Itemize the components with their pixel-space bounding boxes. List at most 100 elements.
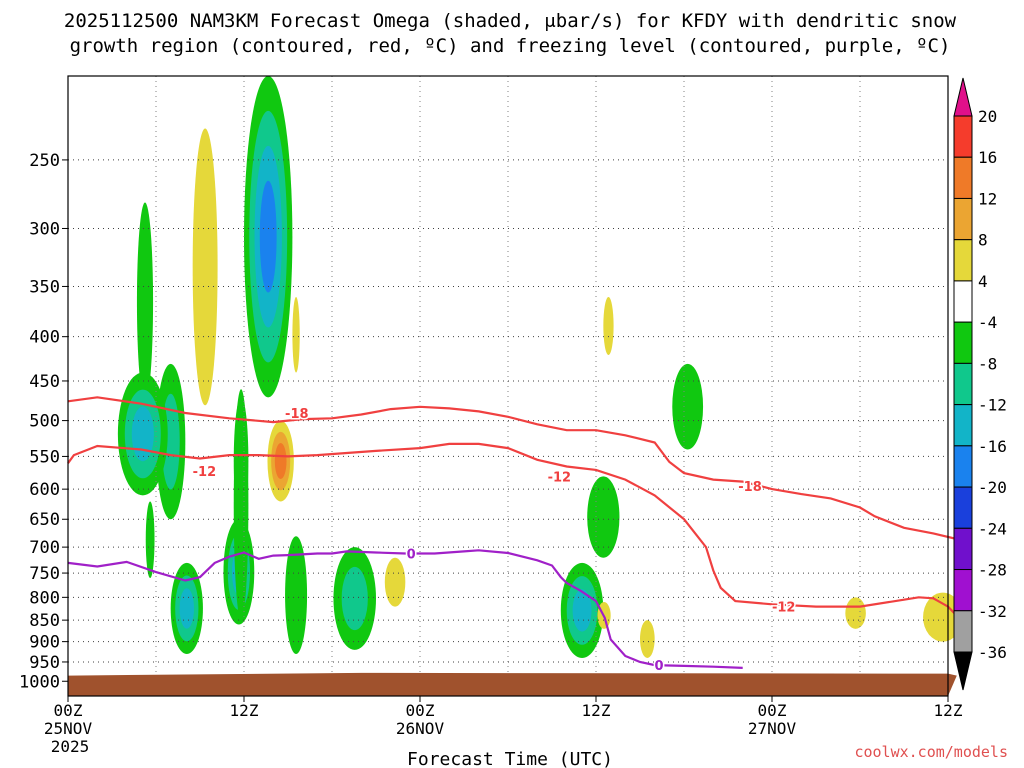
omega-shade — [233, 389, 249, 621]
colorbar-label: -20 — [978, 478, 1007, 497]
omega-shade — [292, 297, 300, 373]
y-axis: 2503003504004505005506006507007508008509… — [19, 151, 68, 692]
chart-title-line2: growth region (contoured, red, ºC) and f… — [70, 35, 951, 57]
omega-region-8 — [145, 501, 155, 579]
x-tick-label: 12Z — [934, 701, 963, 720]
omega-region-15 — [603, 297, 614, 356]
x-tick-label: 00Z — [406, 701, 435, 720]
colorbar-bin — [953, 197, 973, 241]
x-axis-label: Forecast Time (UTC) — [407, 749, 613, 768]
omega-region-11 — [233, 389, 249, 621]
credit-text[interactable]: coolwx.com/models — [854, 743, 1008, 761]
omega-region-18 — [560, 562, 604, 658]
omega-region-5 — [267, 420, 294, 502]
omega-shade — [192, 128, 218, 406]
omega-shade — [572, 589, 592, 632]
omega-region-16 — [672, 363, 704, 450]
y-tick-label: 650 — [29, 510, 60, 530]
colorbar-label: 16 — [978, 148, 997, 167]
omega-region-12 — [285, 536, 308, 654]
omega-shade — [587, 476, 620, 558]
omega-shade — [923, 592, 963, 642]
colorbar-label: 20 — [978, 107, 997, 126]
colorbar-bin — [953, 362, 973, 406]
y-tick-label: 850 — [29, 611, 60, 631]
omega-shade — [131, 406, 154, 462]
freezing-level-contour — [67, 549, 743, 669]
y-tick-label: 700 — [29, 538, 60, 558]
omega-region-2 — [192, 128, 218, 406]
colorbar-bin — [953, 280, 973, 323]
y-tick-label: 250 — [29, 151, 60, 171]
x-tick-label: 00Z — [54, 701, 83, 720]
colorbar-bin — [953, 404, 973, 447]
omega-region-7 — [117, 372, 168, 496]
colorbar-bin — [953, 321, 973, 364]
contour-label: 0 — [655, 659, 664, 674]
colorbar-bin — [953, 445, 973, 488]
omega-region-22 — [923, 592, 963, 642]
contour-label: -12 — [772, 601, 796, 616]
x-tick-label: 00Z — [758, 701, 787, 720]
omega-region-17 — [587, 476, 620, 558]
colorbar-bin — [953, 610, 973, 653]
colorbar-label: 8 — [978, 231, 988, 250]
colorbar-bin — [953, 156, 973, 199]
colorbar-bin — [953, 115, 973, 158]
plot-frame — [67, 75, 949, 697]
y-tick-label: 950 — [29, 653, 60, 673]
omega-shade — [285, 536, 308, 654]
x-tick-label: 27NOV — [748, 719, 797, 738]
omega-region-4 — [292, 297, 300, 373]
omega-region-3 — [244, 76, 293, 398]
contour-label: -18 — [738, 480, 762, 495]
y-tick-label: 1000 — [19, 672, 60, 692]
colorbar-top-arrow — [953, 77, 973, 117]
y-tick-label: 350 — [29, 277, 60, 297]
omega-shade — [274, 443, 287, 480]
colorbar-bin — [953, 527, 973, 571]
omega-shade — [179, 588, 194, 629]
y-tick-label: 400 — [29, 328, 60, 348]
omega-shade — [845, 597, 866, 629]
colorbar-bin — [953, 569, 973, 612]
y-tick-label: 800 — [29, 588, 60, 608]
y-tick-label: 600 — [29, 480, 60, 500]
omega-shade — [136, 202, 154, 402]
colorbar-bin — [953, 239, 973, 282]
colorbar-label: -8 — [978, 354, 997, 373]
omega-shade — [341, 566, 368, 631]
plot-area: -18 -18 -12 -12 -12 0 0 — [67, 75, 963, 697]
x-tick-label: 12Z — [230, 701, 259, 720]
contour-label: -12 — [193, 465, 217, 480]
omega-shade — [640, 620, 655, 658]
colorbar-label: -36 — [978, 643, 1007, 662]
x-tick-label: 26NOV — [396, 719, 445, 738]
omega-shade — [259, 180, 277, 293]
chart-title-line1: 2025112500 NAM3KM Forecast Omega (shaded… — [64, 10, 957, 32]
omega-region-9 — [170, 562, 203, 654]
contour-label: 0 — [407, 548, 416, 563]
y-tick-label: 450 — [29, 372, 60, 392]
colorbar-label: -4 — [978, 313, 997, 332]
y-tick-label: 300 — [29, 219, 60, 239]
omega-shade — [384, 557, 406, 607]
x-tick-label: 12Z — [582, 701, 611, 720]
omega-shade — [672, 363, 704, 450]
dgz-contour-12 — [67, 442, 958, 617]
omega-region-14 — [384, 557, 406, 607]
omega-region-21 — [845, 597, 866, 629]
colorbar-label: 12 — [978, 189, 997, 208]
omega-region-20 — [640, 620, 655, 658]
colorbar-bottom-arrow — [953, 651, 973, 691]
y-tick-label: 750 — [29, 564, 60, 584]
colorbar-label: -28 — [978, 561, 1007, 580]
dgz-contour-18 — [67, 396, 958, 542]
contour-label: -18 — [285, 407, 309, 422]
y-tick-label: 900 — [29, 633, 60, 653]
colorbar-label: -32 — [978, 602, 1007, 621]
ground-surface — [68, 672, 957, 696]
y-tick-label: 500 — [29, 412, 60, 432]
omega-shade — [145, 501, 155, 579]
